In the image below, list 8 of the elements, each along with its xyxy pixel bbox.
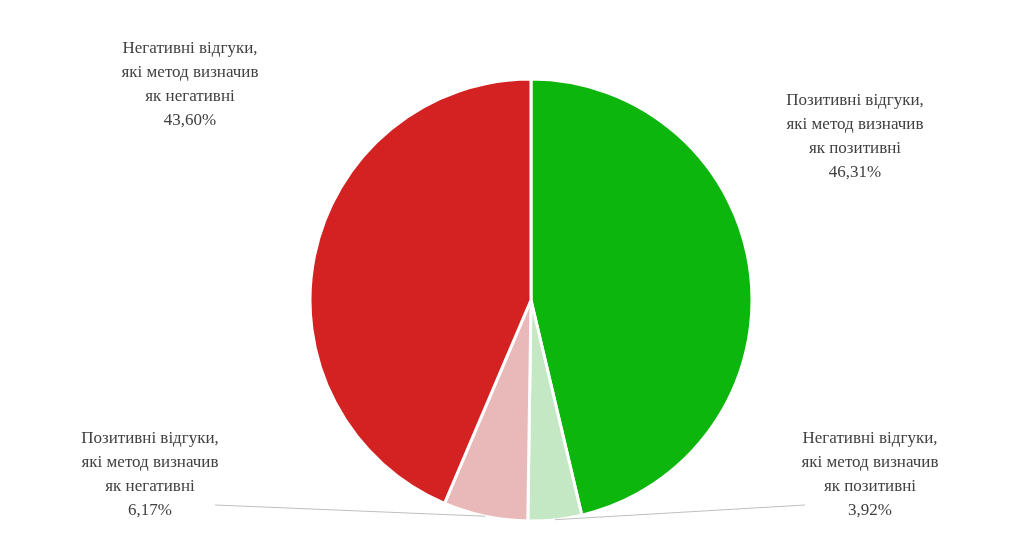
slice-label: Позитивні відгуки, які метод визначив як негативні — [81, 428, 219, 495]
data-label: 46,31% — [828, 162, 882, 181]
data-label: 3,92% — [848, 500, 892, 519]
slice-label: Негативні відгуки, які метод визначив як негативні — [121, 38, 259, 105]
slice-label: Позитивні відгуки, які метод визначив як позитивні — [786, 90, 924, 157]
data-label: 43,60% — [163, 110, 217, 129]
data-label: 6,17% — [128, 500, 172, 519]
slice-label: Негативні відгуки, які метод визначив як позитивні — [801, 428, 939, 495]
